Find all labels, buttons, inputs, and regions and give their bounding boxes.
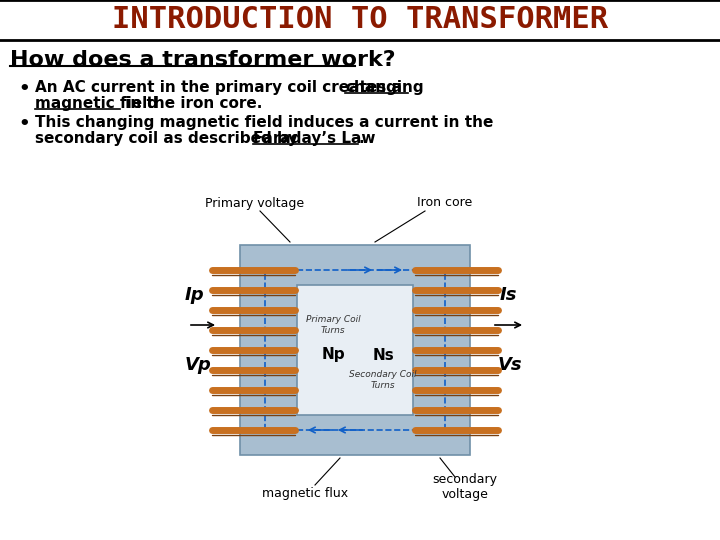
Text: •: • [18, 80, 30, 98]
Text: Iron core: Iron core [418, 197, 472, 210]
Text: magnetic flux: magnetic flux [262, 487, 348, 500]
Text: INTRODUCTION TO TRANSFORMER: INTRODUCTION TO TRANSFORMER [112, 5, 608, 35]
Bar [297, 285, 413, 415]
Text: secondary coil as described by: secondary coil as described by [35, 131, 303, 146]
Text: Ip: Ip [185, 286, 204, 304]
Text: How does a transformer work?: How does a transformer work? [10, 50, 395, 70]
Text: Is: Is [500, 286, 518, 304]
Text: in the iron core.: in the iron core. [120, 96, 262, 111]
Text: Ns: Ns [372, 348, 394, 362]
Text: Primary voltage: Primary voltage [205, 197, 305, 210]
Text: •: • [18, 115, 30, 133]
Text: .: . [358, 131, 364, 146]
Text: Np: Np [321, 348, 345, 362]
Text: Secondary Coil
Turns: Secondary Coil Turns [349, 370, 417, 390]
Text: Faraday’s Law: Faraday’s Law [253, 131, 376, 146]
Text: magnetic field: magnetic field [35, 96, 158, 111]
Text: This changing magnetic field induces a current in the: This changing magnetic field induces a c… [35, 115, 493, 130]
Text: Vp: Vp [185, 356, 212, 374]
Text: Vs: Vs [498, 356, 523, 374]
Text: An AC current in the primary coil creates a: An AC current in the primary coil create… [35, 80, 407, 95]
Bar [240, 245, 470, 455]
Text: secondary
voltage: secondary voltage [433, 473, 498, 501]
Text: changing: changing [345, 80, 423, 95]
Text: Primary Coil
Turns: Primary Coil Turns [306, 315, 360, 335]
